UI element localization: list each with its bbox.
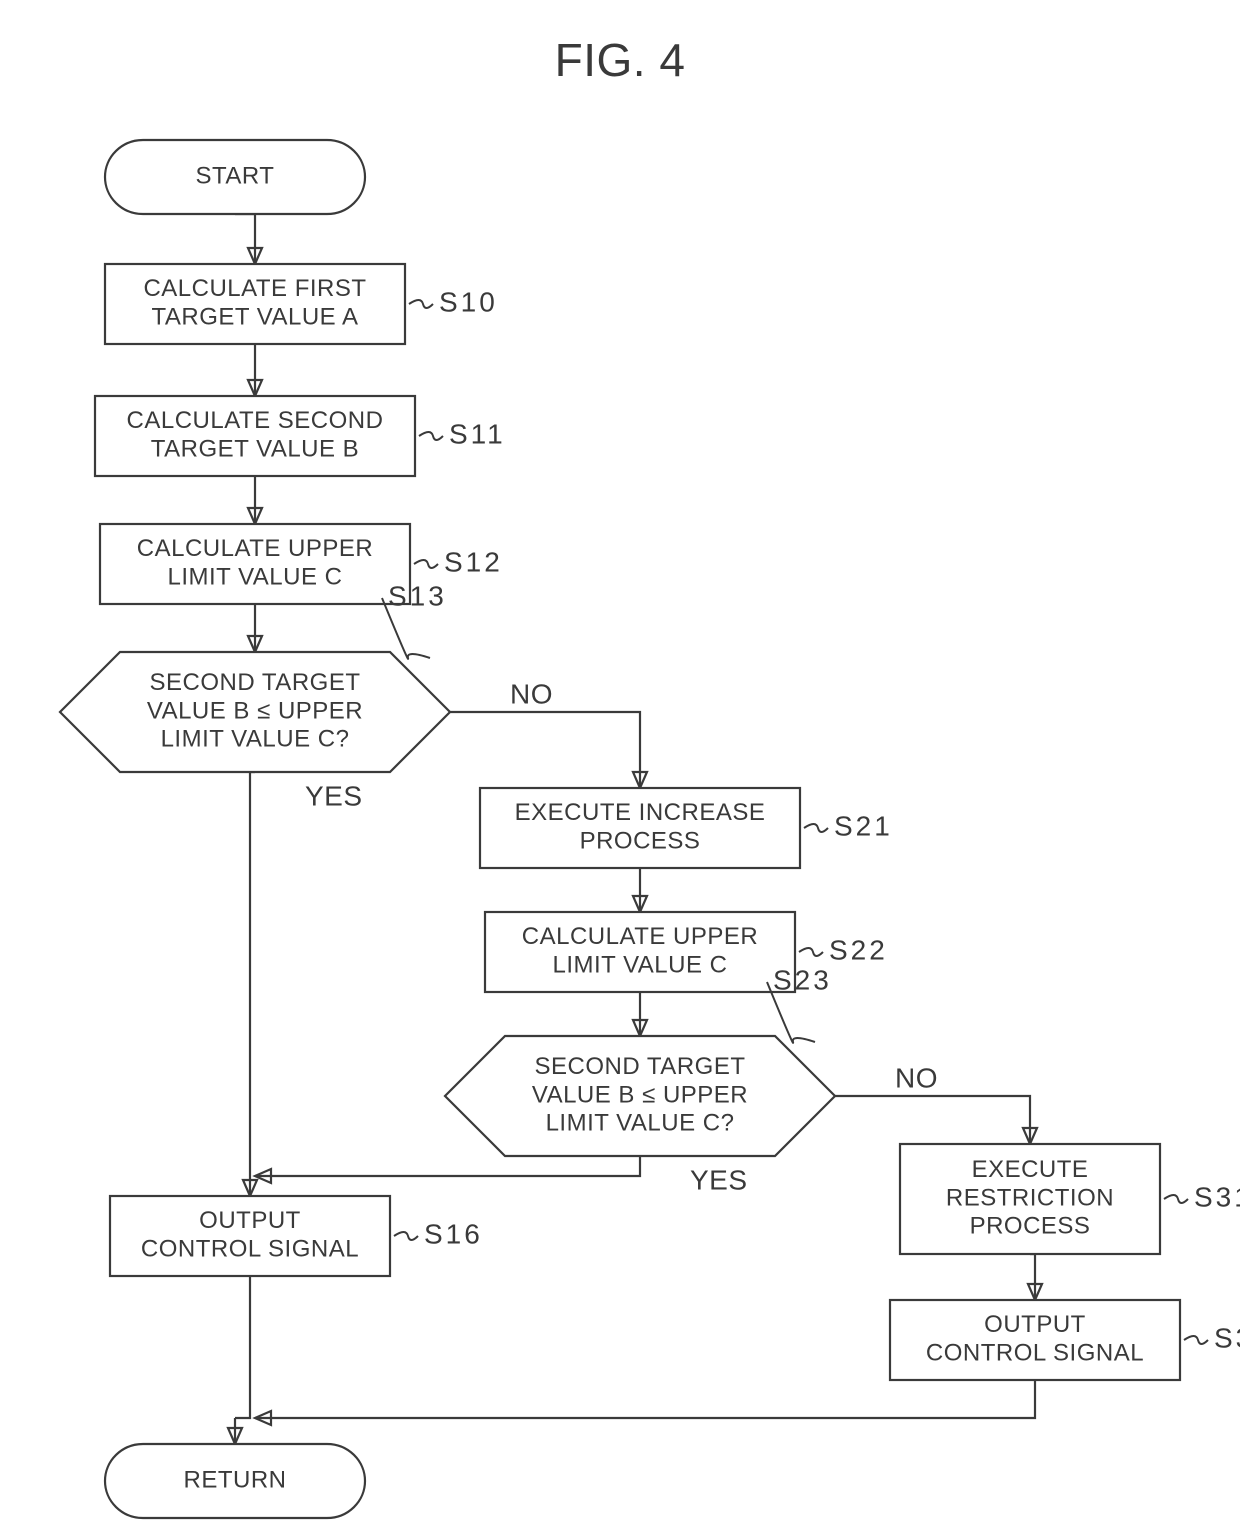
node-text: CONTROL SIGNAL [141, 1236, 359, 1263]
step-tag: S11 [449, 418, 506, 449]
node-text: EXECUTE INCREASE [515, 799, 766, 826]
node-text: PROCESS [970, 1213, 1091, 1240]
flowchart-canvas: FIG. 4YESNOYESNOSTARTCALCULATE FIRSTTARG… [0, 0, 1240, 1532]
node-text: CALCULATE SECOND [127, 407, 384, 434]
node-text: START [196, 162, 275, 189]
node-text: LIMIT VALUE C [168, 564, 343, 591]
node-text: OUTPUT [984, 1311, 1086, 1338]
node-text: RETURN [184, 1466, 287, 1493]
node-text: LIMIT VALUE C? [546, 1110, 735, 1137]
node-text: EXECUTE [972, 1156, 1089, 1183]
step-tag: S10 [439, 286, 498, 317]
node-text: VALUE B ≤ UPPER [532, 1081, 748, 1108]
step-tag: S16 [424, 1218, 483, 1249]
node-text: VALUE B ≤ UPPER [147, 697, 363, 724]
node-text: PROCESS [580, 828, 701, 855]
figure-title: FIG. 4 [555, 34, 686, 86]
node-text: SECOND TARGET [535, 1053, 746, 1080]
edge-label: YES [690, 1164, 748, 1195]
step-tag: S22 [829, 934, 888, 965]
step-tag: S12 [444, 546, 503, 577]
step-tag: S23 [773, 964, 832, 995]
node-text: TARGET VALUE B [151, 436, 359, 463]
node-start: START [105, 140, 365, 214]
node-text: CALCULATE UPPER [522, 923, 758, 950]
node-text: RESTRICTION [946, 1184, 1114, 1211]
node-return: RETURN [105, 1444, 365, 1518]
step-tag: S13 [388, 580, 447, 611]
edge-label: NO [895, 1062, 938, 1093]
edge-label: NO [510, 678, 553, 709]
node-text: TARGET VALUE A [151, 304, 358, 331]
node-text: CALCULATE FIRST [143, 275, 366, 302]
edge-label: YES [305, 780, 363, 811]
step-tag: S32 [1214, 1322, 1240, 1353]
node-text: OUTPUT [199, 1207, 301, 1234]
step-tag: S21 [834, 810, 893, 841]
node-text: LIMIT VALUE C? [161, 726, 350, 753]
node-text: CALCULATE UPPER [137, 535, 373, 562]
node-text: SECOND TARGET [150, 669, 361, 696]
node-text: LIMIT VALUE C [553, 952, 728, 979]
node-text: CONTROL SIGNAL [926, 1340, 1144, 1367]
step-tag: S31 [1194, 1181, 1240, 1212]
